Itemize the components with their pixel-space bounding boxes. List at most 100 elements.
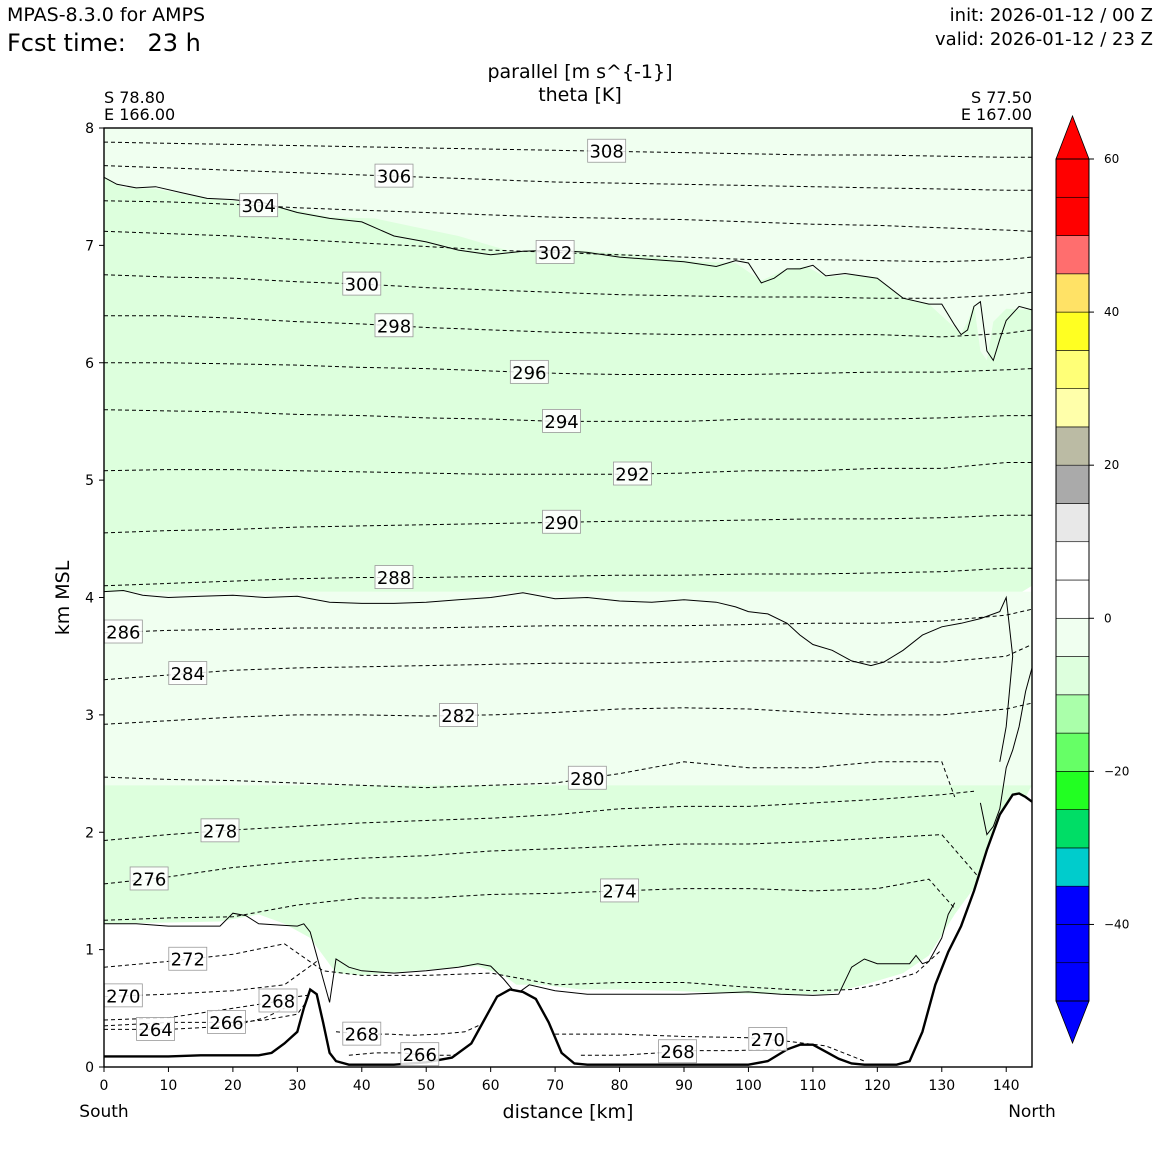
y-tick-label: 3 <box>85 708 94 724</box>
colorbar-segment <box>1055 885 1090 925</box>
colorbar-segment <box>1055 311 1090 351</box>
left-direction-label: South <box>79 1102 128 1122</box>
x-tick-label: 70 <box>546 1078 564 1094</box>
theta-label-box <box>239 193 279 218</box>
terrain-fill <box>104 793 1032 1067</box>
theta-label-text: 268 <box>261 991 295 1012</box>
theta-label-text: 300 <box>345 275 379 296</box>
colorbar-segment <box>1055 273 1090 313</box>
wind-contour-3 <box>104 902 956 1003</box>
theta-label-box <box>168 946 208 971</box>
theta-label-text: 276 <box>132 869 166 890</box>
colorbar-segment <box>1055 503 1090 543</box>
theta-contour-306 <box>104 165 1032 191</box>
theta-label-text: 274 <box>602 881 636 902</box>
theta-contour-270 <box>104 960 317 998</box>
theta-label-text: 284 <box>171 664 205 685</box>
x-tick-label: 40 <box>353 1078 371 1094</box>
theta-contour-288 <box>104 567 1032 587</box>
theta-label-box <box>658 1039 697 1064</box>
theta-label-text: 296 <box>512 363 546 384</box>
theta-label-270: 270 <box>748 1027 788 1051</box>
theta-label-288: 288 <box>374 565 414 589</box>
theta-label-box <box>600 878 639 903</box>
theta-contour-300 <box>104 274 1032 299</box>
theta-label-266: 266 <box>207 1009 246 1034</box>
x-tick-label: 50 <box>417 1078 435 1094</box>
right-endpoint-lon: E 167.00 <box>961 105 1032 124</box>
colorbar-segment <box>1055 771 1090 810</box>
colorbar-segment <box>1055 656 1090 696</box>
colorbar-segment <box>1055 350 1090 389</box>
x-axis-label: distance [km] <box>503 1101 634 1123</box>
valid-time: valid: 2026-01-12 / 23 Z <box>935 29 1153 50</box>
theta-label-306: 306 <box>374 163 414 188</box>
colorbar-segment <box>1055 541 1090 581</box>
x-tick-label: 110 <box>800 1078 827 1094</box>
colorbar-segment <box>1055 388 1090 428</box>
right-endpoint-lat: S 77.50 <box>971 88 1032 107</box>
theta-label-268: 268 <box>342 1021 382 1046</box>
theta-label-box <box>207 1009 246 1034</box>
theta-label-box <box>587 138 627 163</box>
theta-contour-278 <box>104 790 975 841</box>
theta-label-text: 266 <box>209 1013 243 1034</box>
theta-label-text: 278 <box>203 821 237 842</box>
x-tick-label: 90 <box>675 1078 693 1094</box>
fill-lower-green-band <box>104 785 1032 995</box>
fill-lower-pale-band <box>104 591 1032 786</box>
theta-contour-290 <box>104 514 1032 534</box>
y-axis-label: km MSL <box>52 560 74 635</box>
theta-contour-294 <box>104 409 1032 422</box>
theta-label-box <box>374 313 414 338</box>
x-tick-label: 20 <box>224 1078 242 1094</box>
x-tick-label: 130 <box>928 1078 955 1094</box>
theta-label-264: 264 <box>136 1017 175 1041</box>
colorbar-segment <box>1055 426 1090 466</box>
theta-contour-302 <box>104 230 1032 263</box>
theta-label-box <box>439 703 478 727</box>
colorbar-segment <box>1055 847 1090 887</box>
left-endpoint-lon: E 166.00 <box>104 105 175 124</box>
y-tick-label: 4 <box>85 591 94 607</box>
theta-label-text: 304 <box>241 196 275 217</box>
theta-label-box <box>567 765 607 790</box>
theta-label-272: 272 <box>168 946 208 971</box>
theta-label-308: 308 <box>587 138 627 163</box>
y-tick-label: 8 <box>85 121 94 137</box>
theta-contour-284 <box>104 644 1032 681</box>
theta-contour-282 <box>104 702 1032 725</box>
wind-contour-1 <box>104 176 1032 362</box>
colorbar-segment <box>1055 617 1090 657</box>
theta-label-text: 268 <box>345 1025 379 1046</box>
theta-contour-272 <box>104 943 943 992</box>
colorbar-segment <box>1055 962 1090 1002</box>
left-endpoint-lat: S 78.80 <box>104 88 165 107</box>
theta-label-text: 306 <box>377 167 411 188</box>
colorbar-tick-label: −40 <box>1104 917 1129 931</box>
theta-label-302: 302 <box>535 240 575 264</box>
colorbar-segment <box>1055 732 1090 772</box>
y-tick-label: 1 <box>85 943 94 959</box>
y-tick-label: 2 <box>85 825 94 841</box>
theta-contour-280 <box>104 761 956 798</box>
theta-label-text: 288 <box>377 568 411 589</box>
theta-contour-292 <box>104 462 1032 475</box>
forecast-time-value: 23 h <box>147 29 201 57</box>
theta-label-text: 270 <box>751 1030 785 1051</box>
theta-label-298: 298 <box>374 313 414 338</box>
theta-contour-274 <box>104 878 956 921</box>
colorbar-segment <box>1055 809 1090 849</box>
terrain-outline <box>104 792 1032 1066</box>
theta-label-266: 266 <box>400 1042 440 1066</box>
colorbar-segment <box>1055 694 1090 734</box>
init-time: init: 2026-01-12 / 00 Z <box>949 5 1153 26</box>
wind-contour-2 <box>104 589 1014 762</box>
x-tick-label: 10 <box>160 1078 178 1094</box>
theta-label-280: 280 <box>567 765 607 790</box>
x-tick-label: 80 <box>611 1078 629 1094</box>
theta-contour-286 <box>104 608 1032 634</box>
theta-label-box <box>542 509 581 534</box>
theta-label-282: 282 <box>439 703 478 727</box>
theta-label-304: 304 <box>239 193 279 218</box>
